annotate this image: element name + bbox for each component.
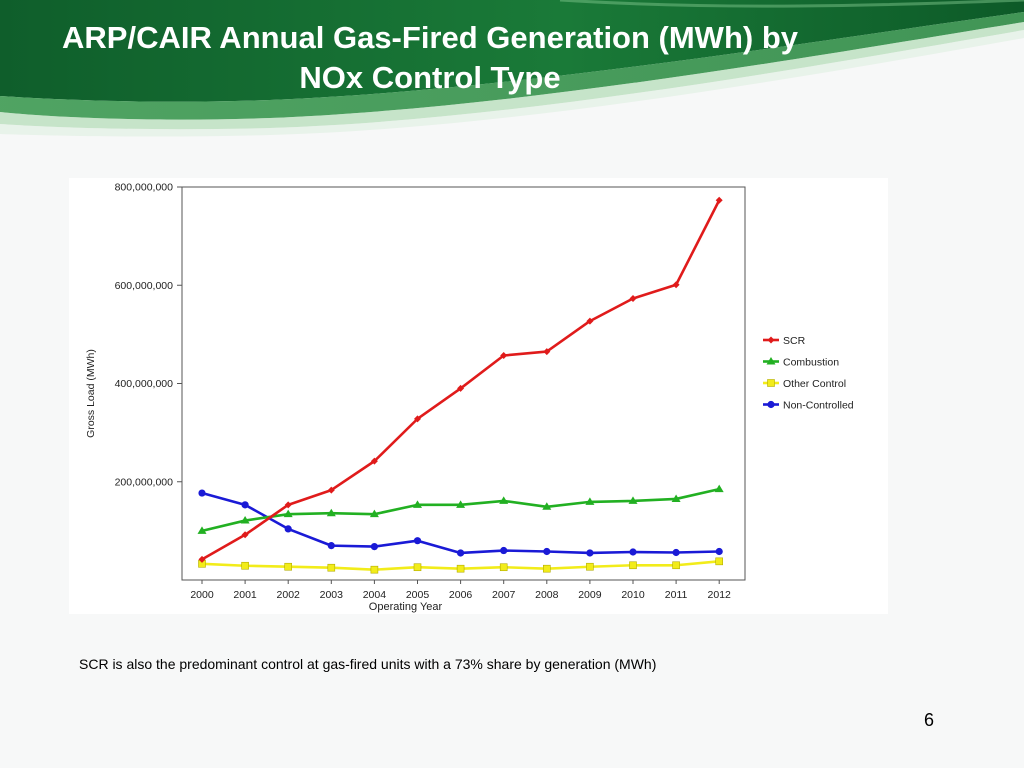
data-point-other-control <box>413 563 422 572</box>
data-point-combustion <box>628 496 638 504</box>
x-axis-label: Operating Year <box>369 601 443 613</box>
legend-marker-scr <box>767 336 775 344</box>
data-point-scr <box>543 348 551 356</box>
data-point-non-controlled <box>629 548 637 556</box>
y-tick-label: 800,000,000 <box>115 182 174 194</box>
legend-marker-non-controlled <box>767 400 775 409</box>
data-point-non-controlled <box>370 542 378 551</box>
y-axis-label: Gross Load (MWh) <box>85 349 97 438</box>
x-tick-label: 2009 <box>578 589 602 601</box>
data-point-combustion <box>240 516 250 524</box>
data-point-non-controlled <box>241 501 249 509</box>
x-tick-label: 2007 <box>492 589 516 601</box>
data-point-scr <box>629 295 637 303</box>
data-point-non-controlled <box>284 525 292 533</box>
data-point-non-controlled <box>327 542 335 550</box>
data-point-scr <box>586 317 594 325</box>
y-tick-label: 400,000,000 <box>115 378 174 390</box>
legend-label-non-controlled: Non-Controlled <box>783 400 854 412</box>
x-tick-label: 2003 <box>320 589 344 601</box>
y-tick-label: 600,000,000 <box>115 280 174 292</box>
data-point-other-control <box>629 561 637 570</box>
data-point-scr <box>414 415 421 423</box>
data-point-combustion <box>456 500 466 508</box>
page-number: 6 <box>924 710 935 730</box>
x-tick-label: 2002 <box>277 589 301 601</box>
x-tick-label: 2006 <box>449 589 473 601</box>
data-point-non-controlled <box>586 549 594 557</box>
x-tick-label: 2001 <box>233 589 257 601</box>
data-point-non-controlled <box>543 547 551 556</box>
data-point-non-controlled <box>413 537 422 545</box>
data-point-scr <box>500 351 508 359</box>
x-tick-label: 2008 <box>535 589 559 601</box>
data-point-combustion <box>283 509 293 518</box>
data-point-scr <box>370 457 378 465</box>
data-point-combustion <box>197 526 207 534</box>
data-point-other-control <box>284 562 292 571</box>
data-point-other-control <box>715 557 724 566</box>
slide-title: ARP/CAIR Annual Gas-Fired Generation (MW… <box>0 18 860 98</box>
legend-label-combustion: Combustion <box>783 357 839 369</box>
x-tick-label: 2010 <box>621 589 645 601</box>
legend-marker-other-control <box>767 379 775 387</box>
data-point-combustion <box>585 497 595 505</box>
data-point-other-control <box>241 561 249 570</box>
data-point-scr <box>284 501 292 509</box>
data-point-combustion <box>326 508 336 517</box>
data-point-non-controlled <box>715 547 723 556</box>
data-point-non-controlled <box>457 549 465 557</box>
data-point-non-controlled <box>198 489 206 497</box>
data-point-combustion <box>413 500 422 508</box>
data-point-scr <box>241 531 249 539</box>
chart-panel: 200,000,000 400,000,000 600,000,000 800,000… <box>69 178 888 614</box>
x-tick-label: 2005 <box>406 589 430 601</box>
title-line-2: NOx Control Type <box>299 60 561 95</box>
title-line-1: ARP/CAIR Annual Gas-Fired Generation (MW… <box>62 20 798 55</box>
data-point-other-control <box>499 563 508 572</box>
data-point-other-control <box>542 564 551 573</box>
y-tick-label: 200,000,000 <box>115 476 174 488</box>
data-point-non-controlled <box>672 548 680 557</box>
legend-label-scr: SCR <box>783 335 806 347</box>
data-point-other-control <box>327 563 336 572</box>
slide-caption: SCR is also the predominant control at g… <box>79 656 657 672</box>
data-point-combustion <box>671 494 681 502</box>
data-point-scr <box>327 486 335 494</box>
data-point-combustion <box>369 509 379 518</box>
data-point-scr <box>715 196 723 204</box>
data-point-combustion <box>714 484 724 493</box>
data-point-non-controlled <box>500 546 508 555</box>
data-point-other-control <box>672 561 680 570</box>
legend-label-other-control: Other Control <box>783 378 846 390</box>
data-point-combustion <box>542 502 552 510</box>
title-banner <box>0 0 1024 137</box>
data-point-other-control <box>586 562 594 571</box>
x-tick-label: 2012 <box>708 589 732 601</box>
x-tick-label: 2000 <box>190 589 214 601</box>
data-point-combustion <box>499 496 509 504</box>
data-point-scr <box>198 555 206 563</box>
legend-marker-combustion <box>766 357 776 365</box>
x-tick-label: 2004 <box>363 589 387 601</box>
x-tick-label: 2011 <box>665 589 688 601</box>
line-chart: 200,000,000 400,000,000 600,000,000 800,000… <box>85 182 854 614</box>
data-point-other-control <box>370 565 379 574</box>
data-point-scr <box>457 384 465 392</box>
data-point-other-control <box>456 564 465 573</box>
data-point-scr <box>672 281 680 289</box>
